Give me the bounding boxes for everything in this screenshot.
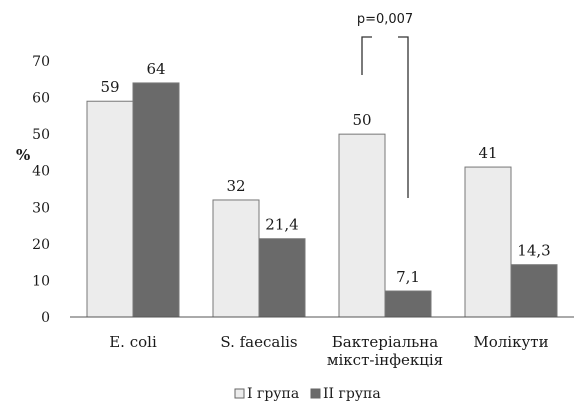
y-tick-label: 50: [32, 127, 50, 143]
data-label: 7,1: [396, 268, 420, 286]
bar-1-2: [212, 199, 260, 318]
bar-2-4: [510, 264, 558, 318]
value-labels: 59 64 32 21,4 50 7,1 41 14,3: [100, 60, 550, 286]
bracket-right: [398, 36, 409, 198]
x-tick-label: мікст-інфекція: [327, 351, 443, 369]
data-label: 32: [226, 177, 245, 195]
legend-label-2: II група: [323, 386, 381, 402]
x-tick-label: Бактеріальна: [332, 333, 439, 351]
data-label: 50: [352, 111, 371, 129]
bar-1-4: [464, 166, 512, 318]
data-label: 64: [146, 60, 165, 78]
bar-1-3: [338, 133, 386, 318]
legend-label-1: I група: [247, 386, 299, 402]
y-tick-label: 40: [32, 164, 50, 180]
legend: I група II група: [234, 386, 381, 402]
bar-2-2: [258, 238, 306, 318]
x-tick-label: E. coli: [109, 333, 157, 351]
y-tick-label: 0: [41, 310, 50, 326]
x-axis-labels: E. coli S. faecalis Бактеріальнамікст-інфе…: [109, 333, 548, 369]
data-label: 21,4: [265, 216, 298, 234]
data-label: 14,3: [517, 242, 550, 260]
y-tick-label: 30: [32, 200, 50, 216]
y-tick-label: 10: [32, 273, 50, 289]
data-label: 59: [100, 78, 119, 96]
bar-2-1: [132, 82, 180, 318]
bars: [86, 82, 558, 318]
x-tick-label: Молікути: [473, 333, 548, 351]
data-label: 41: [478, 144, 497, 162]
y-tick-label: 70: [32, 54, 50, 70]
bar-1-1: [86, 100, 134, 318]
x-tick-label: S. faecalis: [220, 333, 297, 351]
legend-swatch-1: [234, 388, 245, 399]
bar-2-3: [384, 290, 432, 318]
y-tick-label: 20: [32, 237, 50, 253]
p-value-label: p=0,007: [357, 12, 413, 27]
legend-swatch-2: [310, 388, 321, 399]
significance-bracket: p=0,007: [357, 12, 413, 198]
y-axis-label: %: [16, 146, 30, 164]
y-tick-label: 60: [32, 91, 50, 107]
bracket-left: [361, 36, 372, 75]
y-axis-ticks: 0 10 20 30 40 50 60 70: [32, 54, 50, 326]
